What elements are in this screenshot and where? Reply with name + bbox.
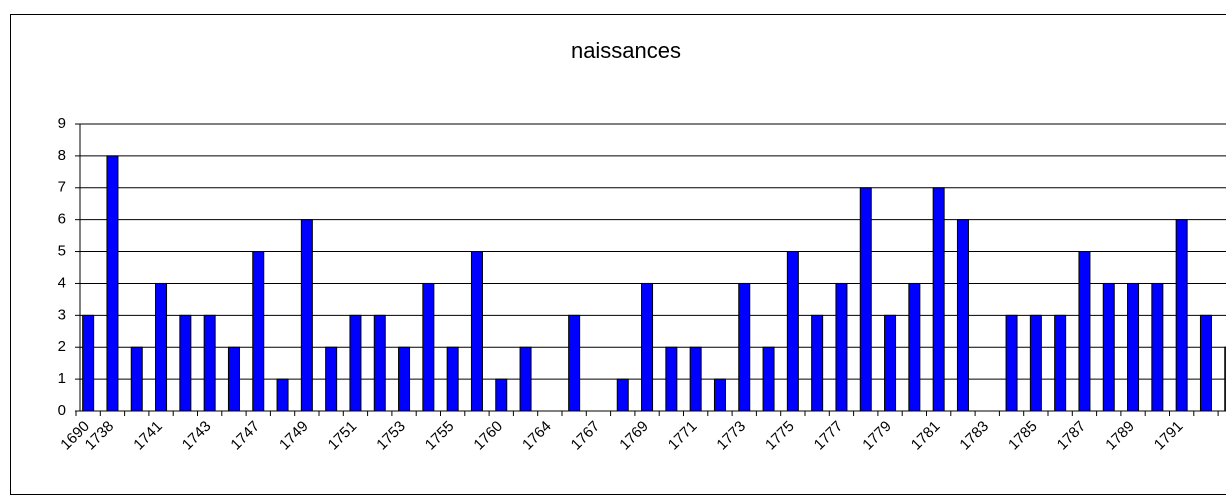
- y-tick-label: 3: [58, 306, 66, 323]
- bar: [179, 314, 192, 412]
- bar: [956, 219, 969, 412]
- bar: [713, 378, 726, 412]
- bar: [470, 251, 483, 412]
- bar: [689, 346, 702, 412]
- bar: [1127, 282, 1140, 412]
- bar: [811, 314, 824, 412]
- chart-frame: [10, 14, 1226, 495]
- bar: [884, 314, 897, 412]
- bar: [1175, 219, 1188, 412]
- y-tick-label: 6: [58, 211, 66, 228]
- bar: [908, 282, 921, 412]
- bar: [1005, 314, 1018, 412]
- y-tick-label: 2: [58, 338, 66, 355]
- bar: [1199, 314, 1212, 412]
- bar: [932, 187, 945, 412]
- bar: [446, 346, 459, 412]
- bar: [665, 346, 678, 412]
- y-tick-label: 9: [58, 115, 66, 132]
- bar: [130, 346, 143, 412]
- bar: [1102, 282, 1115, 412]
- bar: [568, 314, 581, 412]
- bar: [155, 282, 168, 412]
- bar: [276, 378, 289, 412]
- bar: [82, 314, 95, 412]
- bar: [641, 282, 654, 412]
- bar: [859, 187, 872, 412]
- bar: [738, 282, 751, 412]
- y-tick-label: 8: [58, 147, 66, 164]
- bar: [203, 314, 216, 412]
- bar: [227, 346, 240, 412]
- bar: [300, 219, 313, 412]
- bar: [252, 251, 265, 412]
- bar: [786, 251, 799, 412]
- y-tick-label: 4: [58, 274, 66, 291]
- bar: [349, 314, 362, 412]
- bar: [373, 314, 386, 412]
- bar: [325, 346, 338, 412]
- bar: [1029, 314, 1042, 412]
- bar: [398, 346, 411, 412]
- bar: [1054, 314, 1067, 412]
- y-tick-label: 5: [58, 243, 66, 260]
- bar: [762, 346, 775, 412]
- bar: [106, 155, 119, 412]
- chart-title: naissances: [571, 38, 681, 63]
- bar: [422, 282, 435, 412]
- y-tick-label: 1: [58, 370, 66, 387]
- y-tick-label: 0: [58, 402, 66, 419]
- y-tick-label: 7: [58, 179, 66, 196]
- bar: [835, 282, 848, 412]
- bar: [616, 378, 629, 412]
- bar: [495, 378, 508, 412]
- bar: [1078, 251, 1091, 412]
- bar: [1224, 346, 1226, 412]
- bar: [1151, 282, 1164, 412]
- bar: [519, 346, 532, 412]
